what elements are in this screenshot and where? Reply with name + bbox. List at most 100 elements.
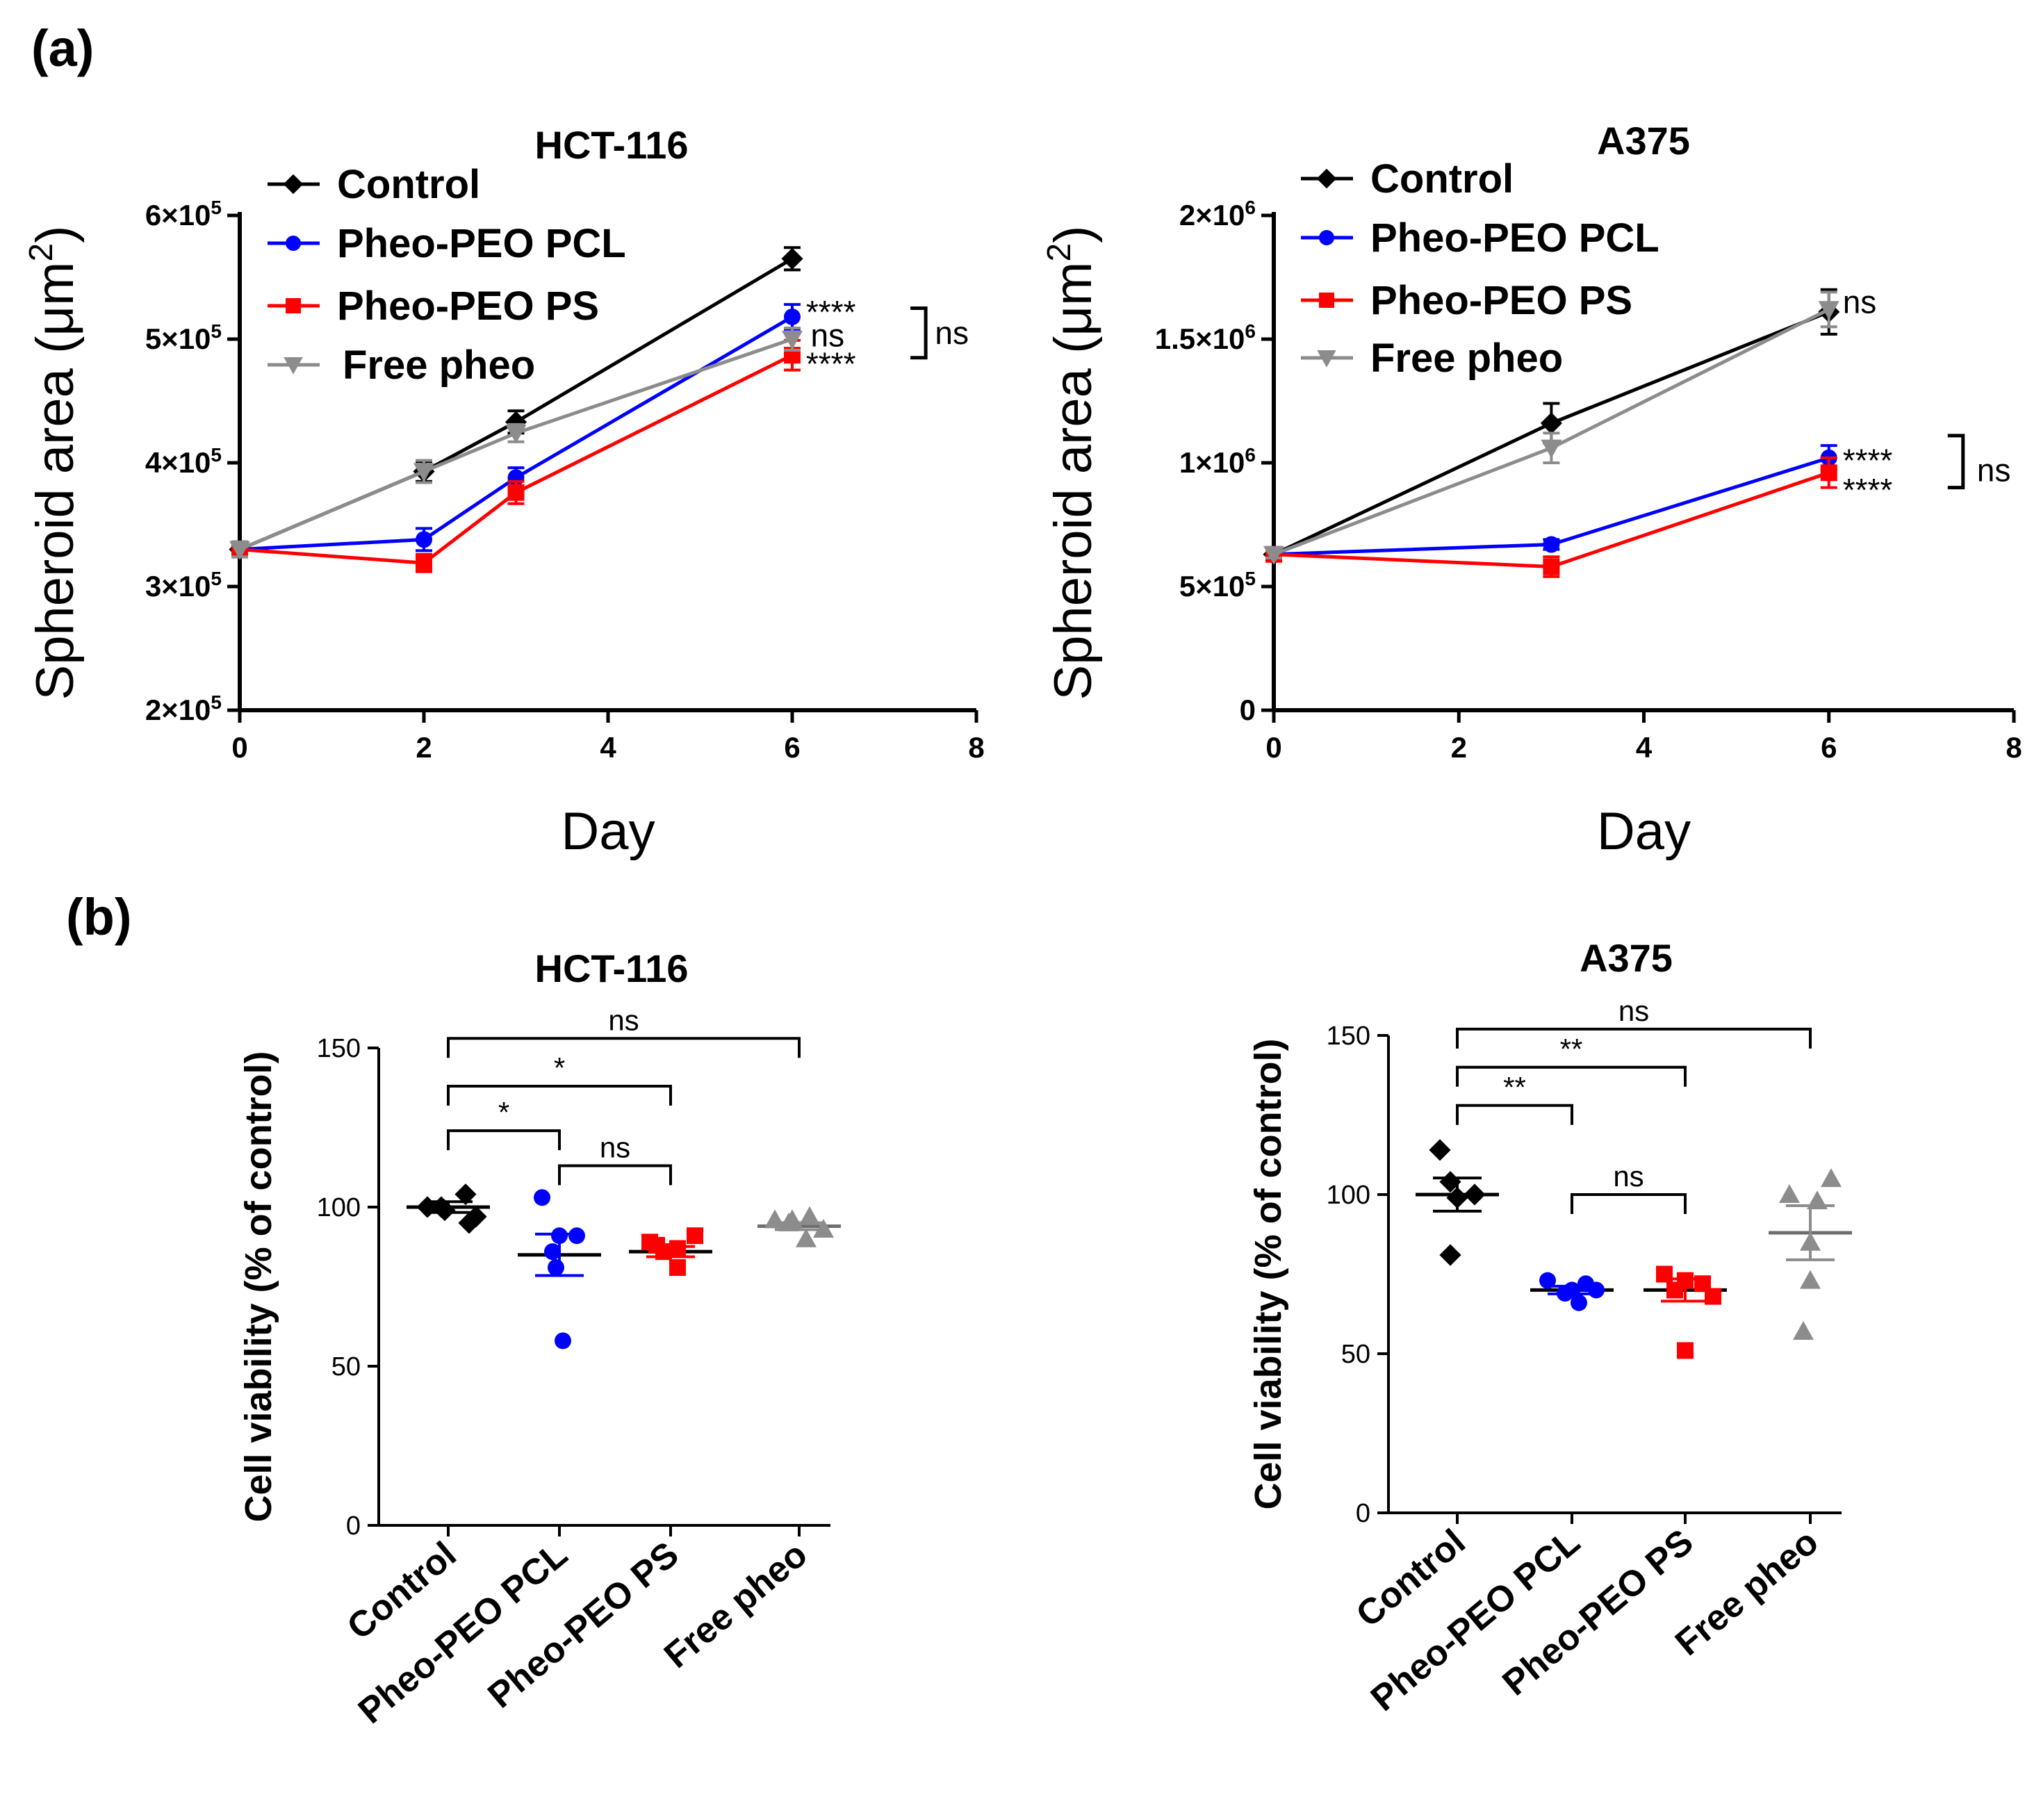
data-point (507, 484, 525, 501)
x-tick-label: Pheo-PEO PCL (1363, 1522, 1588, 1719)
comparison-bracket: ns (1571, 1160, 1687, 1214)
data-point (1446, 1186, 1468, 1209)
series-free-pheo (229, 326, 803, 560)
data-point (1800, 1270, 1821, 1289)
legend-label: Pheo-PEO PS (337, 284, 599, 329)
significance-label: * (554, 1051, 565, 1084)
significance-label: **** (1843, 472, 1893, 508)
data-point (784, 308, 801, 325)
y-tick-label: 150 (1327, 1022, 1370, 1051)
y-tick-label: 150 (317, 1034, 361, 1063)
chart-hct116-cell-viability: HCT-116 0 50 100 150 Cell viability (% of con… (238, 946, 841, 1732)
x-tick-label: Free pheo (657, 1534, 815, 1676)
data-point (1543, 536, 1560, 553)
y-tick-label: 100 (1327, 1181, 1370, 1210)
data-point (1540, 412, 1562, 434)
bracket-line (1456, 1065, 1687, 1087)
legend-marker (1319, 293, 1334, 308)
data-point (534, 1189, 550, 1206)
data-point (568, 1227, 585, 1245)
significance-label: ns (1843, 284, 1877, 320)
bracket-line (447, 1037, 801, 1058)
legend-marker (283, 174, 304, 195)
group-pheo-peo-ps (1644, 1265, 1727, 1359)
x-tick-label: Pheo-PEO PS (1495, 1522, 1700, 1704)
data-point (1705, 1288, 1721, 1305)
data-point (1821, 1168, 1842, 1188)
x-axis-label: Day (561, 802, 655, 861)
data-point (1666, 1281, 1683, 1299)
y-axis-label: Spheroid area (μm2) (1041, 226, 1103, 700)
series-line (239, 315, 794, 552)
chart-title: HCT-116 (535, 946, 689, 990)
bracket-line (558, 1164, 672, 1186)
series-line (239, 353, 794, 565)
x-tick-label: 8 (2006, 731, 2022, 764)
group-control (1416, 1139, 1499, 1266)
legend-label: Control (1370, 156, 1514, 202)
data-point (669, 1240, 686, 1257)
legend-marker (286, 236, 301, 251)
y-axis-label: Cell viability (% of control) (238, 1051, 279, 1522)
legend-marker (1319, 230, 1334, 245)
y-tick-label: 50 (331, 1352, 361, 1382)
data-point (648, 1236, 665, 1254)
x-tick-label: 0 (231, 731, 247, 764)
group-pheo-peo-ps (629, 1227, 712, 1277)
comparison-bracket: ns (1456, 994, 1812, 1049)
data-point (1656, 1265, 1673, 1283)
comparison-bracket: ** (1456, 1071, 1573, 1125)
data-point (687, 1227, 703, 1245)
significance-label: ns (1977, 452, 2011, 489)
panel-b-label: (b) (66, 888, 132, 946)
x-tick-label: 4 (600, 731, 616, 764)
x-tick-label: 6 (1821, 731, 1837, 764)
legend-label: Pheo-PEO PCL (1370, 215, 1659, 261)
data-point (1793, 1320, 1814, 1340)
significance-bracket (1947, 434, 1965, 490)
x-tick-label: 2 (416, 731, 432, 764)
comparison-bracket: * (447, 1051, 672, 1106)
legend-label: Free pheo (343, 343, 535, 388)
y-tick-label: 2×106 (1179, 197, 1256, 231)
legend-entry-pheo-peo-pcl: Pheo-PEO PCL (268, 221, 626, 266)
significance-label: ** (1503, 1071, 1526, 1104)
legend-label: Control (337, 162, 480, 207)
bracket-line (447, 1084, 672, 1106)
significance-label: ns (1618, 994, 1649, 1027)
data-point (1464, 1183, 1486, 1206)
comparison-bracket: ** (1456, 1033, 1687, 1087)
legend-entry-free-pheo: Free pheo (268, 343, 535, 388)
y-tick-label: 0 (1240, 694, 1256, 726)
comparison-bracket: * (447, 1096, 561, 1151)
data-point (229, 541, 250, 560)
data-point (1807, 1190, 1828, 1210)
group-free-pheo (1769, 1168, 1852, 1340)
data-point (555, 1332, 571, 1350)
legend-entry-pheo-peo-ps: Pheo-PEO PS (268, 284, 599, 329)
data-point (416, 555, 432, 572)
y-tick-label: 3×105 (145, 568, 222, 602)
data-point (458, 1212, 480, 1234)
data-point (1439, 1171, 1461, 1193)
y-tick-label: 50 (1341, 1340, 1370, 1369)
data-point (1818, 301, 1839, 320)
y-tick-label: 0 (1356, 1499, 1370, 1528)
significance-bracket (910, 306, 928, 360)
legend-entry-control: Control (1301, 156, 1514, 202)
data-point (1541, 439, 1562, 459)
data-point (782, 1209, 803, 1229)
y-axis-label: Spheroid area (μm2) (23, 226, 85, 700)
data-point (1543, 558, 1560, 575)
data-point (813, 1219, 834, 1238)
group-pheo-peo-pcl (1530, 1272, 1614, 1311)
legend-marker (286, 298, 301, 313)
significance-label: ns (811, 318, 845, 354)
legend-entry-pheo-peo-ps: Pheo-PEO PS (1301, 278, 1632, 323)
chart-title: A375 (1580, 936, 1673, 980)
x-tick-label: 4 (1636, 731, 1653, 764)
data-point (416, 1196, 438, 1218)
y-tick-label: 0 (346, 1511, 361, 1541)
legend-entry-pheo-peo-pcl: Pheo-PEO PCL (1301, 215, 1659, 261)
